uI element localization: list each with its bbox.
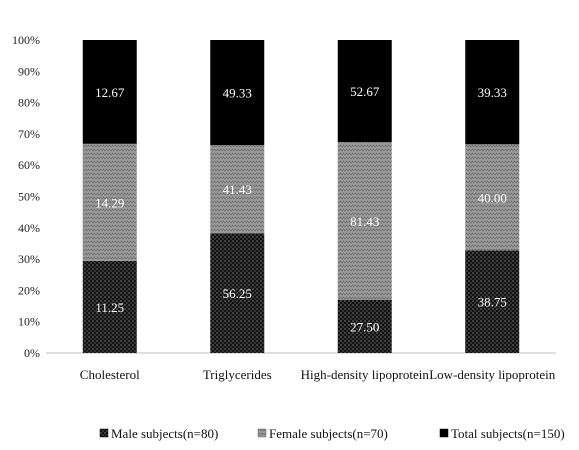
bar-segment — [210, 145, 265, 234]
bar-segment — [465, 40, 520, 145]
category-label: Cholesterol — [80, 367, 140, 382]
y-tick-label: 60% — [18, 158, 40, 172]
y-tick-label: 80% — [18, 96, 40, 110]
bar-segment — [210, 40, 265, 146]
legend-label: Total subjects(n=150) — [451, 426, 565, 441]
bar-segment — [210, 233, 265, 353]
category-label: High-density lipoprotein — [301, 367, 430, 382]
legend-label: Male subjects(n=80) — [111, 426, 218, 441]
data-label: 81.43 — [350, 214, 379, 229]
y-tick-label: 50% — [18, 190, 40, 204]
category-label: Low-density lipoprotein — [429, 367, 556, 382]
data-label: 12.67 — [95, 85, 125, 100]
data-label: 56.25 — [223, 286, 252, 301]
y-tick-label: 40% — [18, 221, 40, 235]
bars-layer — [82, 40, 520, 353]
legend-swatch — [439, 428, 449, 438]
data-label: 41.43 — [223, 182, 252, 197]
legend-label: Female subjects(n=70) — [269, 426, 388, 441]
y-tick-label: 10% — [18, 315, 40, 329]
data-label: 38.75 — [478, 295, 507, 310]
labels-layer: 11.25 14.29 12.67 Cholesterol 56.25 41.43 49.3… — [80, 84, 556, 382]
y-tick-label: 20% — [18, 283, 40, 297]
y-tick-label: 0% — [24, 346, 40, 360]
data-label: 52.67 — [350, 84, 380, 99]
axis-layer: 0% 10% 20% 30% 40% 50% 60% 70% 80% 90% 100% — [12, 33, 556, 360]
bar-segment — [82, 143, 137, 261]
legend: Male subjects(n=80) Female subjects(n=70)… — [99, 426, 565, 441]
bar-segment — [465, 144, 520, 251]
y-tick-label: 100% — [12, 33, 40, 47]
data-label: 11.25 — [95, 300, 124, 315]
bar-segment — [337, 40, 392, 143]
bar-segment — [337, 299, 392, 353]
data-label: 39.33 — [478, 85, 507, 100]
y-tick-label: 70% — [18, 127, 40, 141]
bar-segment — [82, 260, 137, 353]
legend-swatch — [99, 428, 109, 438]
y-tick-label: 90% — [18, 64, 40, 78]
y-tick-label: 30% — [18, 252, 40, 266]
data-label: 27.50 — [350, 319, 379, 334]
category-label: Triglycerides — [203, 367, 272, 382]
bar-segment — [465, 250, 520, 353]
data-label: 49.33 — [223, 86, 252, 101]
data-label: 40.00 — [478, 190, 507, 205]
legend-swatch — [257, 428, 267, 438]
bar-segment — [337, 142, 392, 300]
data-label: 14.29 — [95, 195, 124, 210]
bar-segment — [82, 40, 137, 144]
